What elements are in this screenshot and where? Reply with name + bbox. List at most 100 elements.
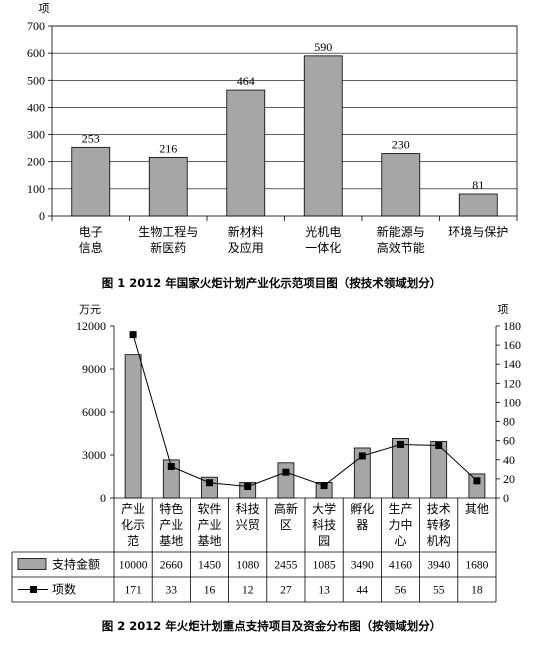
- line-point: [206, 479, 213, 487]
- y-left-tick-label: 9000: [82, 362, 106, 376]
- table-cell-count: 16: [204, 585, 216, 597]
- bar: [430, 441, 448, 499]
- bar: [353, 447, 371, 499]
- series-line: [132, 334, 478, 488]
- x-tick-label: 科技: [312, 518, 336, 532]
- x-tick-label: 基地: [159, 534, 183, 548]
- x-tick-label: 一体化: [305, 241, 341, 255]
- y-right-tick-label: 160: [503, 338, 521, 352]
- x-tick-label: 化示: [121, 518, 145, 532]
- chart-caption: 图 2 2012 年火炬计划重点支持项目及资金分布图（按领域划分）: [102, 619, 442, 633]
- table-cell-count: 44: [357, 585, 369, 597]
- y-tick-label: 0: [39, 209, 45, 223]
- bar: [303, 55, 343, 217]
- y-right-unit: 项: [498, 303, 509, 316]
- y-right-tick-label: 0: [503, 491, 509, 505]
- data-label: 253: [82, 131, 100, 145]
- line-point: [435, 441, 443, 449]
- x-tick-label: 转移: [427, 517, 451, 532]
- table-cell-count: 55: [433, 585, 445, 597]
- table-cell-amount: 1085: [313, 560, 336, 572]
- y-left-tick-label: 12000: [76, 319, 106, 333]
- x-tick-label: 产业: [197, 518, 221, 532]
- y-right-tick-label: 120: [503, 376, 521, 390]
- x-tick-label: 高效节能: [377, 240, 425, 255]
- x-tick-label: 产业: [121, 502, 145, 516]
- x-tick-label: 范: [127, 534, 139, 548]
- y-left-tick-label: 0: [100, 491, 106, 505]
- line-point: [167, 462, 175, 470]
- legend-bar-swatch: [17, 558, 47, 570]
- x-tick-label: 软件: [197, 502, 221, 516]
- bar: [277, 462, 295, 499]
- bar: [226, 89, 266, 217]
- table-cell-count: 33: [166, 585, 178, 597]
- y-tick-label: 300: [27, 128, 45, 142]
- bar: [124, 354, 142, 499]
- table-cell-count: 13: [318, 585, 330, 597]
- legend-line-marker: [30, 586, 37, 593]
- x-tick-label: 电子: [79, 225, 103, 239]
- table-cell-amount: 10000: [119, 560, 148, 572]
- chart-2: 0 3000 6000 9000 12000 0 20 40 60 80 100 120 140 160 1…: [11, 303, 521, 633]
- y-right-tick-label: 20: [503, 472, 515, 486]
- y-tick-label: 100: [27, 182, 45, 196]
- legend-bar-label: 支持金额: [52, 557, 100, 572]
- data-label: 81: [472, 178, 484, 192]
- x-tick-label: 器: [356, 518, 368, 532]
- y-tick-label: 400: [27, 100, 45, 114]
- x-tick-label: 新能源与: [377, 224, 425, 239]
- bar: [458, 193, 498, 217]
- bar: [201, 476, 218, 499]
- table-cell-amount: 1080: [236, 560, 259, 572]
- x-tick-label: 大学: [312, 501, 336, 516]
- bar: [392, 437, 409, 499]
- y-tick-label: 700: [27, 19, 45, 33]
- table-cell-amount: 1680: [465, 560, 488, 572]
- bar: [468, 473, 486, 499]
- x-tick-label: 技术: [427, 502, 451, 516]
- x-tick-label: 其他: [465, 502, 489, 516]
- y-right-tick-label: 80: [503, 415, 515, 429]
- line-point: [129, 331, 137, 339]
- x-tick-label: 特色: [159, 501, 183, 516]
- bar: [162, 459, 180, 499]
- data-label: 590: [314, 40, 332, 54]
- legend-line-label: 项数: [52, 582, 76, 597]
- table-cell-count: 18: [471, 585, 483, 597]
- x-tick-label: 力中: [388, 517, 412, 532]
- table-cell-count: 171: [124, 585, 142, 597]
- x-tick-label: 环境与保护: [448, 224, 508, 239]
- data-label: 464: [237, 74, 255, 88]
- bar: [148, 156, 188, 217]
- table-cell-amount: 4160: [389, 560, 412, 572]
- x-tick-label: 心: [394, 534, 406, 548]
- table-cell-count: 56: [395, 585, 407, 597]
- data-label: 230: [392, 138, 410, 152]
- x-tick-label: 园: [318, 534, 330, 548]
- bar: [71, 146, 111, 217]
- bar: [381, 153, 421, 217]
- line-point: [358, 452, 366, 460]
- table-cell-count: 27: [280, 585, 292, 597]
- y-tick-label: 600: [27, 46, 45, 60]
- line-point: [320, 482, 328, 490]
- chart-caption: 图 1 2012 年国家火炬计划产业化示范项目图（按技术领域划分）: [102, 276, 442, 290]
- y-right-tick-label: 140: [503, 357, 521, 371]
- line-point: [397, 440, 404, 448]
- x-tick-label: 信息: [79, 240, 103, 255]
- x-tick-label: 生物工程与: [138, 224, 198, 239]
- data-label: 216: [159, 141, 177, 155]
- y-left-tick-label: 6000: [82, 405, 106, 419]
- line-point: [282, 468, 290, 476]
- y-axis-unit: 项: [39, 2, 50, 15]
- table-cell-amount: 3940: [427, 560, 450, 572]
- y-right-tick-label: 40: [503, 453, 515, 467]
- table-cell-amount: 2455: [274, 560, 297, 572]
- x-tick-label: 产业: [159, 518, 183, 532]
- y-right-tick-label: 100: [503, 395, 521, 409]
- y-left-unit: 万元: [79, 303, 101, 316]
- x-tick-label: 光机电: [305, 225, 341, 239]
- table-cell-count: 12: [242, 585, 254, 597]
